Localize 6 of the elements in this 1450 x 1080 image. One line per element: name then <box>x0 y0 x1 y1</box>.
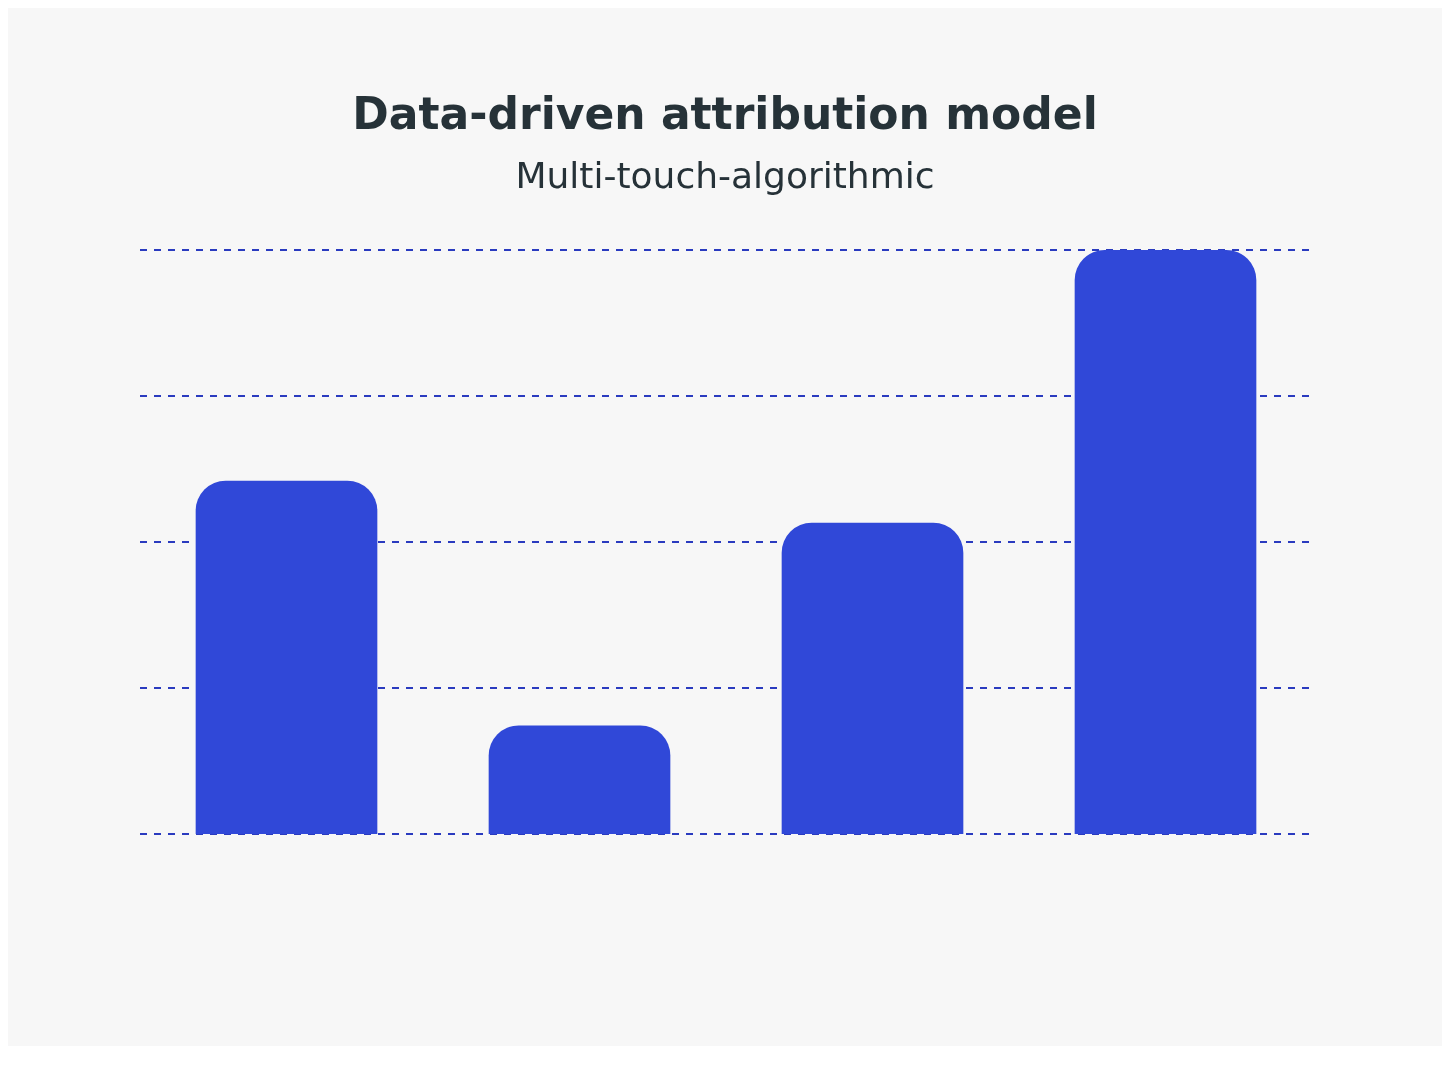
bar <box>195 480 378 834</box>
bar <box>1074 250 1257 834</box>
chart-subtitle: Multi-touch-algorithmic <box>514 155 936 196</box>
bar <box>781 522 964 834</box>
chart-title: Data-driven attribution model <box>351 88 1099 139</box>
bar <box>488 725 671 834</box>
